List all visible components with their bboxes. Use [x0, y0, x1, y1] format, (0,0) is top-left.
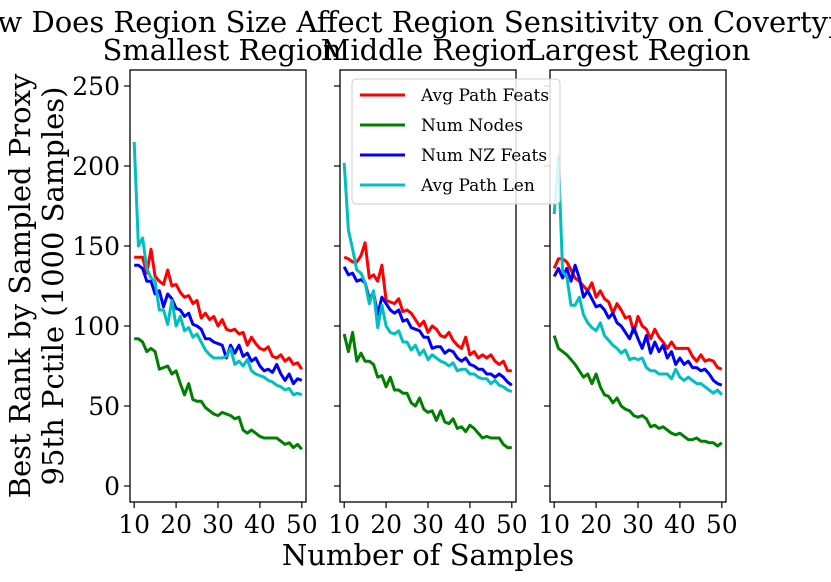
series-layer — [132, 141, 304, 451]
series-line-avg-path-len — [342, 162, 513, 394]
series-line-avg-path-feats — [343, 241, 512, 373]
series-line-num-nodes — [134, 337, 303, 451]
panel-title: Middle Region — [321, 33, 536, 67]
x-tick-label: 50 — [496, 510, 528, 539]
y-tick-label: 100 — [72, 312, 120, 341]
panel-title: Smallest Region — [102, 33, 341, 67]
x-tick-label: 20 — [580, 510, 612, 539]
y-tick-label: 250 — [72, 72, 120, 101]
legend-box — [351, 78, 561, 205]
series-line-avg-path-feats — [134, 247, 304, 371]
y-tick-label: 200 — [72, 152, 120, 181]
x-tick-label: 10 — [538, 510, 570, 539]
series-line-num-nodes — [552, 335, 723, 448]
y-tick-label: 50 — [88, 392, 120, 421]
x-tick-label: 30 — [412, 510, 444, 539]
legend: Avg Path Feats Num Nodes Num NZ Feats Av… — [351, 78, 561, 205]
series-line-num-nodes — [342, 330, 512, 450]
y-axis-label-line-1: Best Rank by Sampled Proxy — [3, 73, 37, 498]
legend-label-avg-path-feats: Avg Path Feats — [420, 86, 549, 106]
series-line-avg-path-len — [132, 141, 303, 397]
tick-layer: 10 20 30 40 50 — [538, 85, 738, 539]
x-tick-label: 10 — [118, 510, 150, 539]
x-tick-label: 40 — [244, 510, 276, 539]
x-tick-label: 50 — [286, 510, 318, 539]
legend-label-num-nodes: Num Nodes — [421, 116, 523, 136]
x-tick-label: 20 — [370, 510, 402, 539]
series-layer — [342, 162, 513, 450]
series-layer — [552, 154, 723, 448]
y-tick-label: 0 — [104, 472, 120, 501]
x-tick-label: 20 — [160, 510, 192, 539]
x-tick-label: 40 — [454, 510, 486, 539]
series-line-avg-path-len — [552, 154, 723, 396]
legend-label-avg-path-len: Avg Path Len — [420, 176, 535, 196]
panel-middle-region: Middle Region 10 20 30 40 50 — [321, 33, 536, 539]
x-tick-label: 30 — [622, 510, 654, 539]
legend-label-num-nz-feats: Num NZ Feats — [421, 146, 547, 166]
panel-largest-region: Largest Region 10 20 30 40 50 — [526, 33, 751, 539]
x-tick-label: 30 — [202, 510, 234, 539]
y-axis-label-line-2: 95th Pctile (1000 Samples) — [36, 87, 70, 486]
plot-frame — [549, 69, 727, 503]
series-line-num-nz-feats — [552, 263, 723, 387]
x-axis-label: Number of Samples — [282, 538, 574, 572]
panel-smallest-region: Smallest Region 10 20 30 40 50 0 50 100 150 200 25… — [72, 33, 341, 539]
panel-title: Largest Region — [526, 33, 751, 67]
x-tick-label: 40 — [664, 510, 696, 539]
y-tick-label: 150 — [72, 232, 120, 261]
x-tick-label: 50 — [706, 510, 738, 539]
x-tick-label: 10 — [328, 510, 360, 539]
tick-layer: 10 20 30 40 50 0 50 100 150 200 250 — [72, 72, 317, 539]
series-line-num-nz-feats — [134, 263, 303, 386]
series-line-num-nz-feats — [342, 266, 513, 387]
figure-title: How Does Region Size Affect Region Sensi… — [0, 5, 831, 39]
tick-layer: 10 20 30 40 50 — [328, 85, 528, 539]
